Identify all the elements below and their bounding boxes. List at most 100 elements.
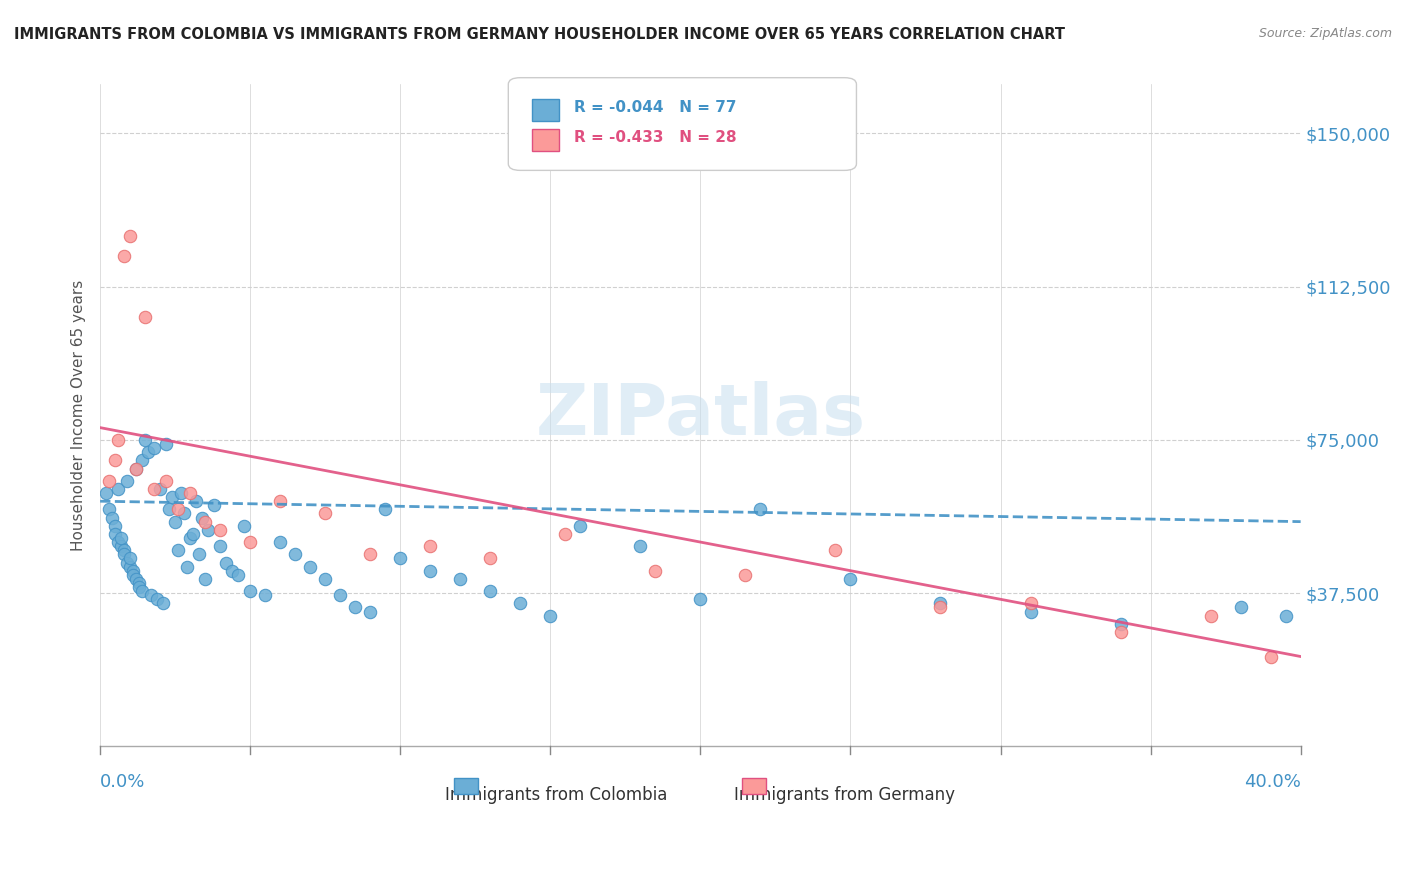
Point <box>202 498 225 512</box>
Point <box>112 547 135 561</box>
Point <box>929 600 952 615</box>
Point <box>188 547 211 561</box>
Point <box>101 510 124 524</box>
Text: Immigrants from Germany: Immigrants from Germany <box>734 786 955 805</box>
Point <box>314 572 336 586</box>
Point <box>107 482 129 496</box>
Point <box>104 527 127 541</box>
Point <box>194 572 217 586</box>
Point <box>125 461 148 475</box>
Point <box>181 527 204 541</box>
Text: IMMIGRANTS FROM COLOMBIA VS IMMIGRANTS FROM GERMANY HOUSEHOLDER INCOME OVER 65 Y: IMMIGRANTS FROM COLOMBIA VS IMMIGRANTS F… <box>14 27 1066 42</box>
Point <box>239 584 262 599</box>
Point <box>94 486 117 500</box>
Text: 0.0%: 0.0% <box>100 772 145 791</box>
Point <box>226 567 249 582</box>
Point <box>173 507 195 521</box>
Point <box>120 559 142 574</box>
Point <box>107 535 129 549</box>
Point <box>136 445 159 459</box>
Text: Immigrants from Colombia: Immigrants from Colombia <box>446 786 668 805</box>
Point <box>509 596 531 610</box>
Point <box>112 249 135 263</box>
Point <box>628 539 651 553</box>
Point <box>1019 605 1042 619</box>
Point <box>344 600 367 615</box>
Point <box>1019 596 1042 610</box>
Point <box>170 486 193 500</box>
Point <box>160 490 183 504</box>
Point <box>155 437 177 451</box>
Point <box>221 564 243 578</box>
Point <box>254 588 277 602</box>
Point <box>209 523 232 537</box>
FancyBboxPatch shape <box>509 78 856 170</box>
Point <box>269 535 291 549</box>
Point <box>359 605 381 619</box>
Point <box>112 543 135 558</box>
Point <box>104 453 127 467</box>
Point <box>284 547 307 561</box>
Point <box>329 588 352 602</box>
Text: R = -0.433   N = 28: R = -0.433 N = 28 <box>574 129 737 145</box>
Point <box>131 584 153 599</box>
Point <box>1109 625 1132 640</box>
Point <box>824 543 846 558</box>
Point <box>134 433 156 447</box>
Point <box>191 510 214 524</box>
Point <box>122 567 145 582</box>
Point <box>167 543 190 558</box>
Y-axis label: Householder Income Over 65 years: Householder Income Over 65 years <box>72 280 86 551</box>
Point <box>131 453 153 467</box>
Point <box>929 596 952 610</box>
Point <box>1274 608 1296 623</box>
Text: ZIPatlas: ZIPatlas <box>536 381 866 450</box>
Point <box>689 592 711 607</box>
Point <box>110 531 132 545</box>
Point <box>179 486 201 500</box>
Point <box>479 551 502 566</box>
Point <box>179 531 201 545</box>
Point <box>233 518 256 533</box>
Point <box>157 502 180 516</box>
Point <box>98 502 121 516</box>
Point <box>143 441 166 455</box>
Point <box>146 592 169 607</box>
Point <box>1260 649 1282 664</box>
Point <box>209 539 232 553</box>
Point <box>128 580 150 594</box>
Point <box>165 515 187 529</box>
FancyBboxPatch shape <box>454 778 478 794</box>
Point <box>419 564 441 578</box>
Point <box>239 535 262 549</box>
Text: R = -0.044   N = 77: R = -0.044 N = 77 <box>574 100 737 115</box>
Point <box>314 507 336 521</box>
Point <box>449 572 471 586</box>
Point <box>104 518 127 533</box>
Point <box>120 228 142 243</box>
Point <box>215 556 238 570</box>
Point <box>141 588 163 602</box>
Point <box>143 482 166 496</box>
Point <box>149 482 172 496</box>
Point <box>125 461 148 475</box>
Text: 40.0%: 40.0% <box>1244 772 1301 791</box>
Point <box>176 559 198 574</box>
Point <box>734 567 756 582</box>
Point <box>115 556 138 570</box>
Point <box>479 584 502 599</box>
Point <box>152 596 174 610</box>
FancyBboxPatch shape <box>533 128 558 151</box>
Point <box>134 310 156 325</box>
Point <box>115 474 138 488</box>
FancyBboxPatch shape <box>742 778 766 794</box>
Point <box>98 474 121 488</box>
Point <box>374 502 396 516</box>
Point <box>186 494 208 508</box>
Point <box>1199 608 1222 623</box>
Point <box>749 502 772 516</box>
Point <box>194 515 217 529</box>
Point <box>269 494 291 508</box>
Point <box>110 539 132 553</box>
Point <box>107 433 129 447</box>
